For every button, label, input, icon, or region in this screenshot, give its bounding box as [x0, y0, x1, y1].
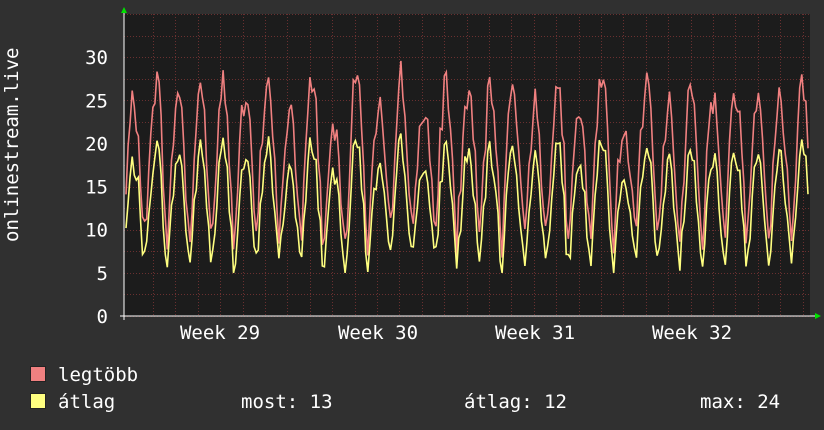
- stat-max-label: max:: [700, 391, 746, 413]
- series-line-atlag: [125, 133, 809, 274]
- y-tick-label-2: 10: [85, 220, 108, 242]
- y-tick-label-5: 25: [85, 90, 108, 112]
- y-tick-label-4: 20: [85, 133, 108, 155]
- chart: 0 5 10 15 20 25 30 Week 29 Week 30 Week 31 Week 3…: [85, 7, 821, 340]
- legend-label-legtobb: legtöbb: [58, 364, 139, 386]
- x-axis-arrow: [815, 313, 821, 319]
- y-axis-label: onlinestream.live: [1, 47, 23, 242]
- y-tick-labels: 0 5 10 15 20 25 30: [85, 47, 108, 328]
- legend-item-atlag: átlag: [30, 390, 115, 414]
- x-tick-labels: Week 29 Week 30 Week 31 Week 32: [180, 322, 732, 340]
- stat-most-label: most:: [241, 391, 299, 413]
- legend-swatch-atlag: [30, 393, 46, 409]
- series-line-legtobb: [125, 60, 809, 258]
- stat-atlag: átlag: 12: [464, 390, 567, 414]
- y-tick-label-0: 0: [97, 306, 108, 328]
- y-tick-label-3: 15: [85, 177, 108, 199]
- stat-atlag-value: 12: [544, 391, 567, 413]
- legend-item-legtobb: legtöbb: [30, 363, 138, 387]
- stat-atlag-label: átlag:: [464, 391, 533, 413]
- stat-max: max: 24: [700, 390, 780, 414]
- y-tick-label-6: 30: [85, 47, 108, 69]
- stat-most: most: 13: [241, 390, 333, 414]
- stat-most-value: 13: [309, 391, 333, 413]
- stat-max-value: 24: [757, 391, 781, 413]
- x-tick-label-2: Week 31: [495, 322, 575, 340]
- x-tick-label-1: Week 30: [338, 322, 418, 340]
- y-axis-arrow: [121, 7, 127, 13]
- y-tick-label-1: 5: [97, 263, 108, 285]
- legend-label-atlag: átlag: [58, 391, 116, 413]
- x-tick-label-0: Week 29: [180, 322, 260, 340]
- x-tick-label-3: Week 32: [652, 322, 732, 340]
- legend-swatch-legtobb: [30, 366, 46, 382]
